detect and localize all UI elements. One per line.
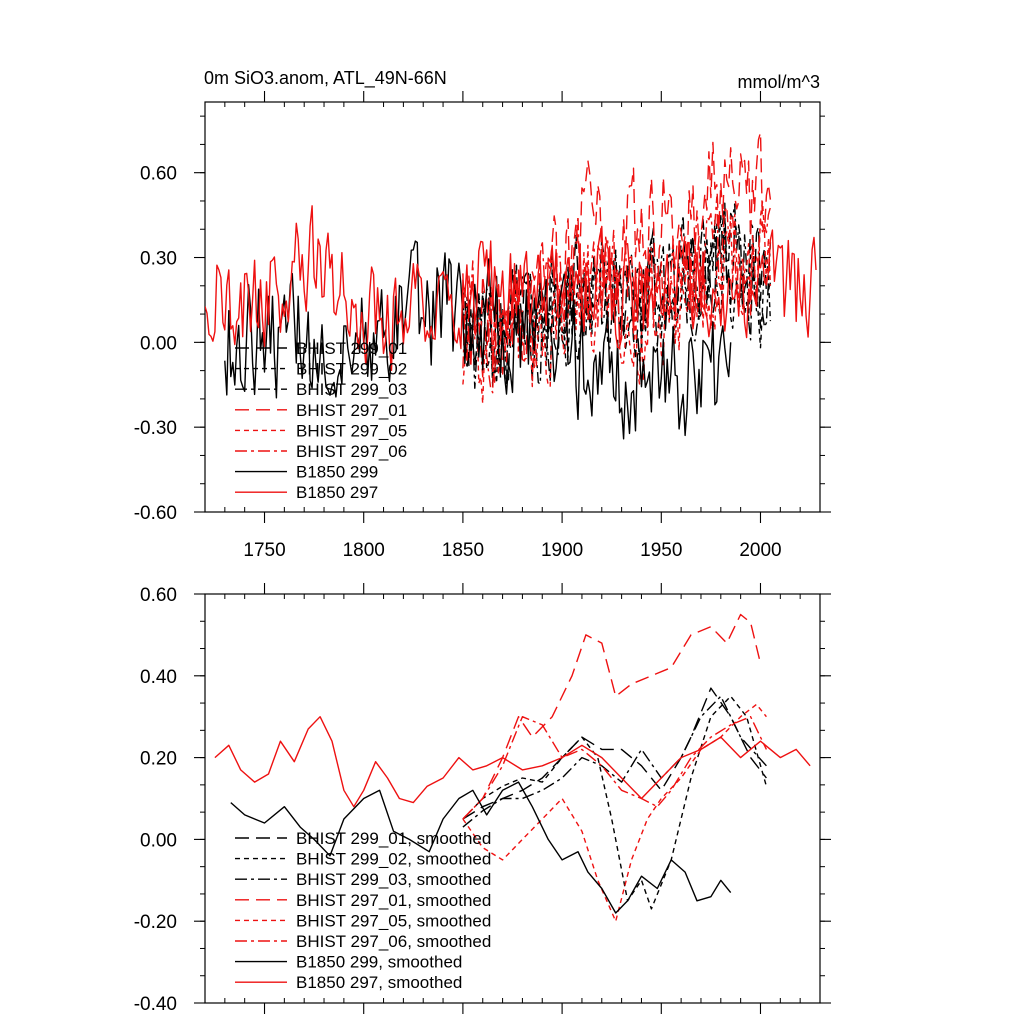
series-line-bhist-299-01-smoothed [462,687,767,820]
series-line-bhist-299-03-smoothed [462,695,767,828]
series-line-b1850-299-smoothed [230,781,732,914]
series-line-bhist-299-02-smoothed [462,695,768,910]
x-tick-label: 1850 [442,540,484,561]
y-tick-label: -0.30 [134,418,177,439]
series-line-bhist-297-05-smoothed [462,703,767,922]
series-line-b1850-299 [224,240,732,440]
legend-label: BHIST 297_05 [296,421,407,440]
y-tick-label: 0.40 [140,667,177,688]
series-line-bhist-297-06 [462,196,772,394]
legend-label: B1850 297 [296,483,378,502]
legend-label: BHIST 299_01, smoothed [296,829,491,848]
legend-label: BHIST 297_05, smoothed [296,911,491,930]
plot-frame [204,593,821,1004]
legend-label: BHIST 299_01 [296,339,407,358]
y-tick-label: 0.00 [140,830,177,851]
series-line-bhist-297-05 [462,201,772,405]
top-chart-units: mmol/m^3 [738,72,820,92]
bottom-panel: -0.40 -0.20 0.00 0.20 0.40 0.60 BHIST 299_01, … [134,583,831,1015]
x-tick-label: 1750 [243,540,285,561]
y-tick-label: 0.60 [140,164,177,185]
y-tick-label: 0.20 [140,749,177,770]
legend-label: B1850 297, smoothed [296,973,462,992]
series-line-b1850-297-smoothed [214,716,811,808]
y-tick-label: -0.40 [134,994,177,1015]
y-tick-label: -0.60 [134,503,177,524]
legend-label: BHIST 299_03 [296,380,407,399]
y-tick-label: 0.60 [140,585,177,606]
series-line-bhist-297-06-smoothed [462,716,768,820]
legend-label: BHIST 297_06, smoothed [296,932,491,951]
legend-label: BHIST 299_02 [296,360,407,379]
legend-label: BHIST 297_01, smoothed [296,891,491,910]
y-tick-label: 0.00 [140,333,177,354]
series-line-b1850-297 [205,205,817,371]
y-tick-label: 0.30 [140,249,177,270]
legend-label: B1850 299 [296,463,378,482]
top-panel: 1750 1800 1850 1900 1950 2000 -0.60 -0.30 0.00 0.… [134,91,831,561]
x-tick-label: 2000 [739,540,781,561]
legend-label: BHIST 299_02, smoothed [296,850,491,869]
legend-label: BHIST 299_03, smoothed [296,870,491,889]
legend: BHIST 299_01, smoothed BHIST 299_02, smoo… [235,829,491,992]
legend-label: BHIST 297_06 [296,442,407,461]
y-tick-label: -0.20 [134,912,177,933]
legend-label: B1850 299, smoothed [296,953,462,972]
x-tick-label: 1950 [640,540,682,561]
x-tick-label: 1800 [343,540,385,561]
x-tick-label: 1900 [541,540,583,561]
series-line-bhist-297-01-smoothed [462,613,762,820]
top-chart-title: 0m SiO3.anom, ATL_49N-66N [204,68,447,89]
legend-label: BHIST 297_01 [296,401,407,420]
